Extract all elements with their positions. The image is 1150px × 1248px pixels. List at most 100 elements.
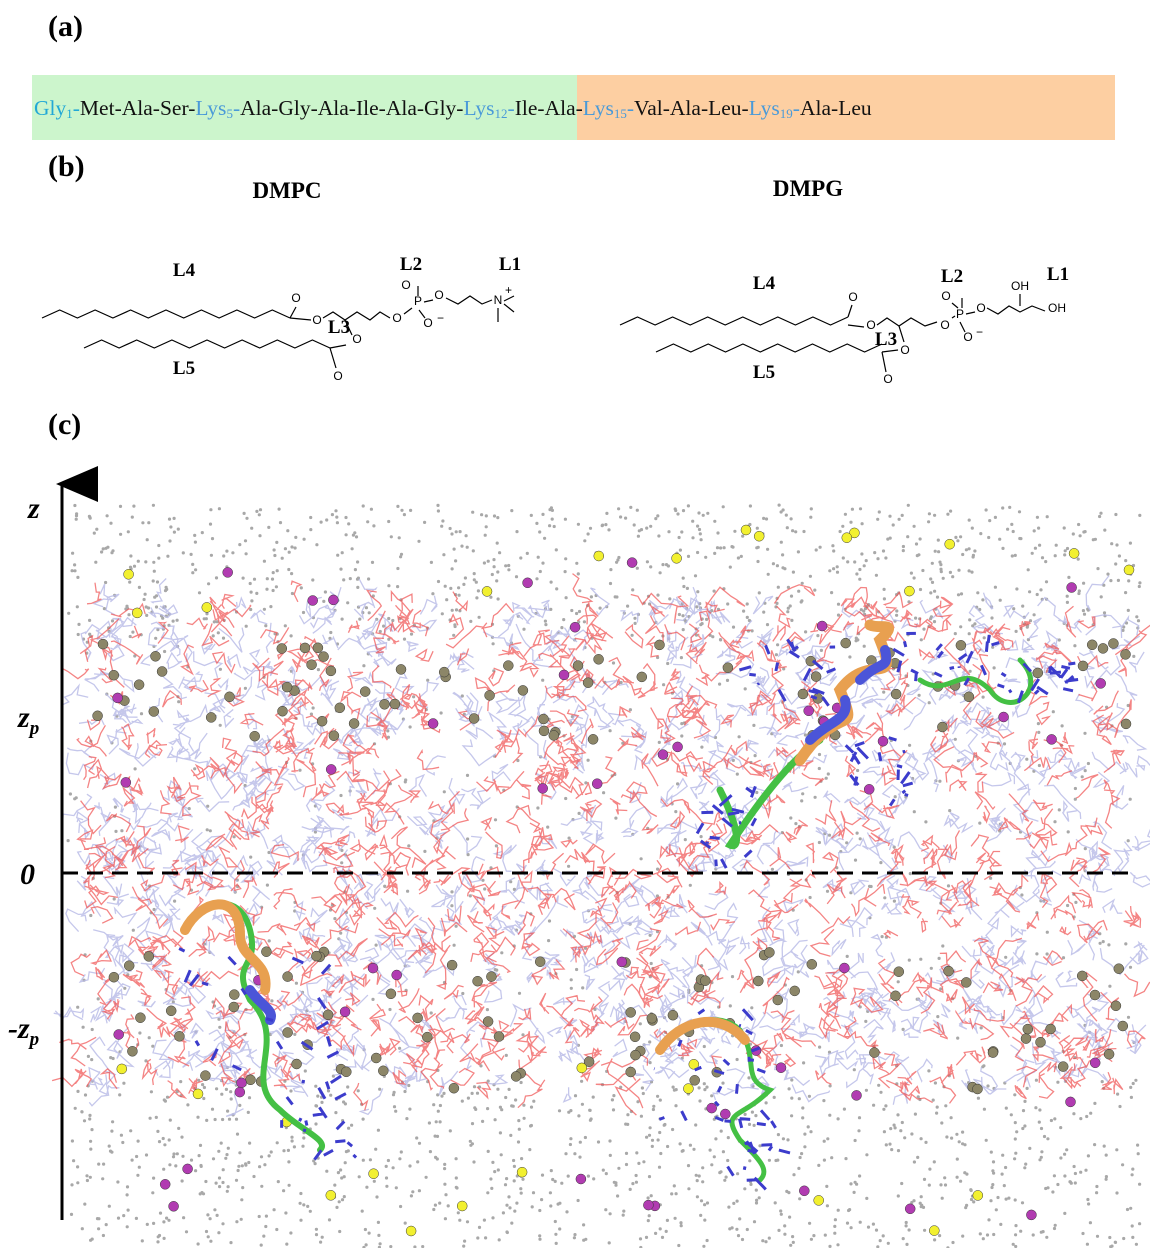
sphere: [1020, 1033, 1032, 1044]
sphere: [753, 530, 765, 542]
separator: -: [114, 96, 122, 120]
atom: O: [401, 278, 410, 292]
sphere: [548, 730, 560, 741]
sphere: [112, 692, 123, 704]
separator: -: [741, 96, 749, 120]
panel-label: (b): [48, 150, 85, 183]
sphere: [123, 569, 134, 580]
sphere: [799, 1185, 810, 1197]
atom: P: [414, 294, 422, 308]
sphere: [165, 1005, 177, 1017]
sphere: [339, 1006, 351, 1018]
sphere: [630, 1049, 641, 1061]
sphere: [391, 969, 402, 981]
sphere: [348, 718, 360, 729]
sphere: [456, 1200, 468, 1212]
bond: [959, 321, 966, 333]
sphere: [572, 660, 584, 671]
residue: Gly: [278, 96, 311, 120]
atom: O: [434, 288, 443, 302]
residue: Leu: [838, 96, 872, 120]
sphere: [261, 946, 272, 957]
bond: [876, 317, 938, 327]
sphere: [92, 710, 103, 722]
sphere: [810, 671, 822, 682]
atom: OH: [1011, 279, 1029, 293]
sphere: [904, 585, 915, 597]
sphere: [1046, 734, 1057, 745]
sphere: [1068, 548, 1080, 559]
structures: DMPC DMPG L1 L2 L3 L4 L5 O O O O O P O O…: [41, 176, 1069, 386]
sphere: [890, 688, 902, 700]
residue: Ala: [799, 96, 832, 120]
bond: [898, 325, 905, 343]
separator: -: [792, 96, 800, 120]
sphere: [1117, 1020, 1129, 1032]
sphere: [764, 947, 775, 958]
sphere: [636, 671, 648, 683]
residue: Ala: [121, 96, 153, 120]
sphere: [1022, 1023, 1034, 1035]
axis-tick: 0: [20, 858, 35, 891]
bond: [403, 307, 413, 315]
sphere: [929, 1225, 940, 1236]
separator: -: [662, 96, 670, 120]
sphere: [688, 1059, 700, 1070]
bond: [655, 343, 883, 353]
residue-index: 5: [226, 106, 233, 121]
group-label: L4: [173, 260, 196, 281]
sphere: [1045, 1023, 1056, 1035]
sphere: [839, 962, 850, 974]
residue: Ile: [514, 96, 538, 120]
sphere: [486, 971, 497, 982]
bond: [289, 306, 297, 319]
lipid-title: DMPC: [253, 178, 322, 203]
sphere: [816, 620, 828, 632]
sphere: [123, 960, 135, 971]
sphere: [998, 711, 1009, 723]
sphere: [1108, 638, 1119, 649]
sequence-region-orange: [577, 75, 1115, 140]
separator: -: [232, 96, 241, 120]
sphere: [813, 1195, 824, 1206]
separator: -: [575, 96, 583, 120]
peptide: [180, 899, 271, 995]
sphere: [1026, 1209, 1037, 1221]
sphere: [311, 950, 322, 962]
sphere: [657, 749, 669, 760]
sphere: [575, 1173, 587, 1185]
sphere: [593, 550, 605, 562]
sphere: [282, 971, 293, 982]
sphere: [412, 1012, 423, 1024]
sphere: [108, 669, 120, 681]
sphere: [468, 713, 480, 724]
lysine-side-chains: [178, 631, 1079, 1191]
sphere: [587, 734, 599, 745]
sphere: [370, 1052, 382, 1064]
sphere: [192, 1088, 204, 1100]
sphere: [516, 1166, 528, 1178]
bond: [965, 311, 976, 315]
sphere: [943, 965, 954, 977]
bond: [503, 303, 515, 313]
sphere: [667, 1009, 679, 1021]
sphere: [1086, 639, 1098, 651]
bond: [881, 351, 887, 373]
atom: P: [956, 307, 964, 321]
sphere: [961, 977, 972, 988]
group-label: L3: [328, 317, 350, 338]
atom: O: [866, 318, 875, 332]
separator: -: [348, 96, 356, 120]
sphere: [228, 1001, 240, 1013]
separator: -: [456, 96, 464, 120]
lipid: [51, 573, 1150, 1116]
sphere: [438, 666, 450, 678]
sphere: [427, 718, 439, 729]
sphere: [806, 959, 818, 970]
sphere: [1103, 1048, 1115, 1060]
sphere: [706, 1102, 717, 1114]
sphere: [851, 1090, 862, 1101]
sphere: [148, 706, 160, 717]
residue: Ala: [317, 96, 349, 120]
residue: Gly: [424, 96, 457, 120]
